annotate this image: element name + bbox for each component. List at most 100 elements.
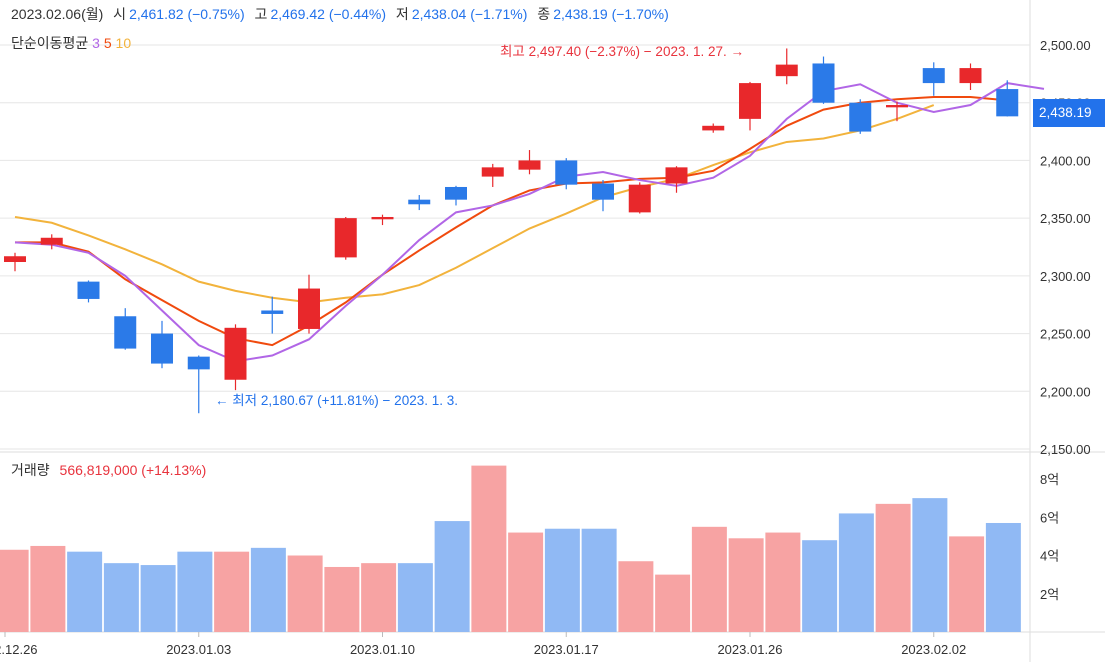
close-label: 종 bbox=[537, 6, 551, 22]
volume-bar bbox=[618, 561, 654, 632]
ma-legend-title: 단순이동평균 bbox=[11, 35, 89, 51]
candle-body bbox=[481, 167, 504, 177]
open-value: 2,461.82 (−0.75%) bbox=[129, 6, 245, 22]
candle-body bbox=[114, 316, 137, 349]
volume-bar bbox=[838, 513, 874, 632]
volume-tick-label: 8억 bbox=[1040, 472, 1059, 487]
candle-body bbox=[261, 310, 284, 314]
candle-body bbox=[298, 288, 320, 329]
candle-body bbox=[4, 256, 26, 263]
volume-bar bbox=[250, 547, 286, 632]
moving-average-legend[interactable]: 단순이동평균 3 5 10 bbox=[11, 33, 131, 53]
volume-bar bbox=[581, 528, 617, 632]
ma3-line bbox=[14, 82, 1045, 363]
volume-bar bbox=[397, 563, 433, 632]
candle-body bbox=[371, 216, 394, 220]
ma5-legend: 5 bbox=[103, 35, 112, 51]
price-tick-label: 2,300.00 bbox=[1040, 269, 1091, 284]
volume-bar bbox=[361, 563, 397, 632]
candle-body bbox=[702, 125, 725, 131]
volume-bar bbox=[765, 532, 801, 632]
candle-body bbox=[628, 184, 651, 213]
candle-body bbox=[849, 102, 872, 132]
volume-bar bbox=[30, 545, 66, 632]
volume-bar bbox=[544, 528, 580, 632]
volume-bar bbox=[67, 551, 103, 632]
price-tick-label: 2,500.00 bbox=[1040, 38, 1091, 53]
volume-bar bbox=[0, 549, 29, 632]
volume-title: 거래량 bbox=[11, 462, 50, 478]
candle-body bbox=[555, 160, 578, 185]
x-tick-label: 2023.02.02 bbox=[901, 642, 966, 657]
candle-body bbox=[77, 281, 100, 299]
price-tick-label: 2,200.00 bbox=[1040, 384, 1091, 399]
candle-body bbox=[775, 64, 798, 77]
volume-bar bbox=[324, 566, 360, 632]
volume-bar bbox=[140, 565, 176, 632]
info-date: 2023.02.06(월) bbox=[11, 6, 104, 22]
ohlc-info-bar: 2023.02.06(월) 시 2,461.82 (−0.75%) 고 2,469.… bbox=[11, 4, 669, 24]
x-tick-label: 2022.12.26 bbox=[0, 642, 38, 657]
volume-legend: 거래량 566,819,000 (+14.13%) bbox=[11, 460, 206, 480]
candle-body bbox=[408, 199, 431, 205]
candle-body bbox=[518, 160, 541, 170]
open-label: 시 bbox=[113, 6, 127, 22]
volume-bar bbox=[287, 555, 323, 632]
volume-bar bbox=[214, 551, 250, 632]
x-tick-label: 2023.01.10 bbox=[350, 642, 415, 657]
candles bbox=[4, 48, 1019, 414]
volume-bars bbox=[0, 465, 1021, 632]
candle-body bbox=[187, 356, 210, 370]
volume-bar bbox=[434, 521, 470, 632]
ma10-line bbox=[14, 104, 935, 304]
high-value: 2,469.42 (−0.44%) bbox=[270, 6, 387, 22]
volume-bar bbox=[691, 526, 727, 632]
high-annotation: 최고 2,497.40 (−2.37%) − 2023. 1. 27. → bbox=[500, 44, 744, 59]
candle-body bbox=[592, 183, 614, 200]
volume-bar bbox=[985, 522, 1021, 632]
close-value: 2,438.19 (−1.70%) bbox=[553, 6, 669, 22]
volume-value: 566,819,000 (+14.13%) bbox=[59, 462, 207, 478]
x-tick-label: 2023.01.17 bbox=[534, 642, 599, 657]
candle-body bbox=[334, 218, 357, 258]
candle-body bbox=[151, 333, 173, 364]
volume-tick-label: 6억 bbox=[1040, 510, 1059, 525]
volume-bar bbox=[802, 540, 838, 632]
candle-body bbox=[665, 167, 688, 184]
candle-body bbox=[959, 68, 982, 84]
low-value: 2,438.04 (−1.71%) bbox=[411, 6, 528, 22]
price-tick-label: 2,350.00 bbox=[1040, 211, 1091, 226]
low-label: 저 bbox=[395, 6, 409, 22]
moving-average-lines bbox=[14, 82, 1045, 363]
volume-tick-label: 4억 bbox=[1040, 549, 1059, 564]
volume-bar bbox=[949, 536, 985, 632]
candle-body bbox=[224, 327, 247, 380]
high-label: 고 bbox=[254, 6, 268, 22]
ma3-legend: 3 bbox=[92, 35, 100, 51]
price-tick-label: 2,150.00 bbox=[1040, 442, 1091, 457]
price-tick-label: 2,400.00 bbox=[1040, 153, 1091, 168]
ma10-legend: 10 bbox=[115, 35, 132, 51]
candle-body bbox=[40, 237, 63, 245]
volume-bar bbox=[471, 465, 507, 632]
price-tick-label: 2,250.00 bbox=[1040, 327, 1091, 342]
volume-bar bbox=[655, 574, 691, 632]
volume-tick-label: 2억 bbox=[1040, 587, 1059, 602]
candle-body bbox=[812, 63, 835, 103]
candle-body bbox=[996, 89, 1019, 117]
current-price-tag: 2,438.19 bbox=[1033, 99, 1105, 127]
candle-body bbox=[739, 83, 761, 119]
low-annotation: ← 최저 2,180.67 (+11.81%) − 2023. 1. 3. bbox=[215, 393, 458, 408]
volume-bar bbox=[508, 532, 544, 632]
volume-bar bbox=[728, 538, 764, 632]
x-tick-label: 2023.01.03 bbox=[166, 642, 231, 657]
ma5-line bbox=[15, 95, 1008, 347]
candle-body bbox=[886, 105, 908, 108]
volume-bar bbox=[103, 563, 139, 632]
volume-bar bbox=[912, 498, 948, 632]
volume-bar bbox=[177, 551, 213, 632]
candle-body bbox=[445, 186, 467, 200]
x-tick-label: 2023.01.26 bbox=[717, 642, 782, 657]
volume-bar bbox=[875, 503, 911, 632]
